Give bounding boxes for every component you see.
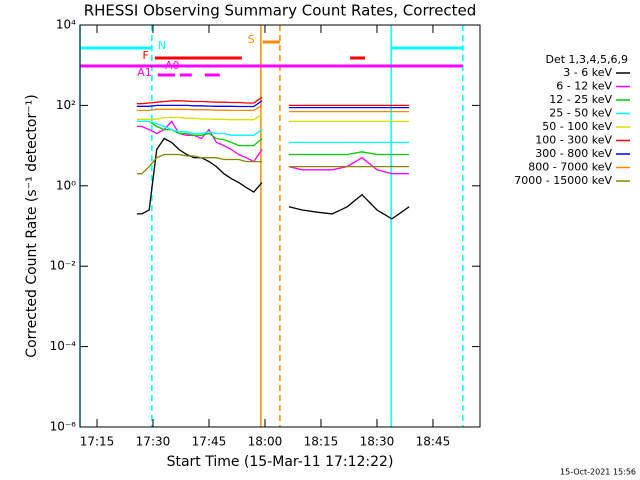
y-axis-label: Corrected Count Rate (s⁻¹ detector⁻¹) xyxy=(24,94,40,357)
y-tick-label: 10⁻⁶ xyxy=(50,420,77,434)
y-tick-label: 10⁴ xyxy=(56,18,76,32)
chart-title: RHESSI Observing Summary Count Rates, Co… xyxy=(84,2,477,20)
x-tick-label: 18:30 xyxy=(360,435,395,449)
legend-label: 3 - 6 keV xyxy=(563,66,612,79)
y-tick-label: 10⁻⁴ xyxy=(50,339,77,353)
series-line xyxy=(136,120,410,144)
x-tick-label: 18:15 xyxy=(304,435,339,449)
legend-label: 100 - 300 keV xyxy=(535,134,612,147)
x-tick-label: 17:45 xyxy=(192,435,227,449)
x-tick-label: 17:30 xyxy=(136,435,171,449)
series-line xyxy=(136,120,410,156)
series-line xyxy=(136,96,410,107)
x-tick-label: 17:15 xyxy=(80,435,115,449)
x-tick-label: 18:00 xyxy=(248,435,283,449)
legend-label: 800 - 7000 keV xyxy=(528,161,612,174)
legend-label: 12 - 25 keV xyxy=(549,93,612,106)
series-line xyxy=(136,104,410,113)
y-tick-label: 10⁻² xyxy=(50,259,77,273)
series-line xyxy=(136,137,410,220)
flag-label: N xyxy=(158,39,166,52)
legend-label: 6 - 12 keV xyxy=(556,80,612,93)
flag-label: F xyxy=(143,49,149,62)
y-tick-label: 10⁰ xyxy=(56,178,76,192)
series-line xyxy=(136,153,410,175)
legend-title: Det 1,3,4,5,6,9 xyxy=(545,53,628,66)
series-line xyxy=(136,100,410,109)
legend-label: 300 - 800 keV xyxy=(535,147,612,160)
x-tick-label: 18:45 xyxy=(416,435,451,449)
legend-label: 25 - 50 keV xyxy=(549,107,612,120)
y-tick-label: 10² xyxy=(56,98,76,112)
flag-label: A1 xyxy=(137,66,152,79)
plot-frame xyxy=(79,24,481,428)
flag-label: A0 xyxy=(165,59,180,72)
footer: 15-Oct-2021 15:56 xyxy=(560,468,636,477)
legend-label: 50 - 100 keV xyxy=(542,120,612,133)
x-axis-label: Start Time (15-Mar-11 17:12:22) xyxy=(167,454,394,470)
flag-label: S xyxy=(248,33,255,46)
legend-label: 7000 - 15000 keV xyxy=(514,174,612,187)
series-line xyxy=(136,113,410,123)
